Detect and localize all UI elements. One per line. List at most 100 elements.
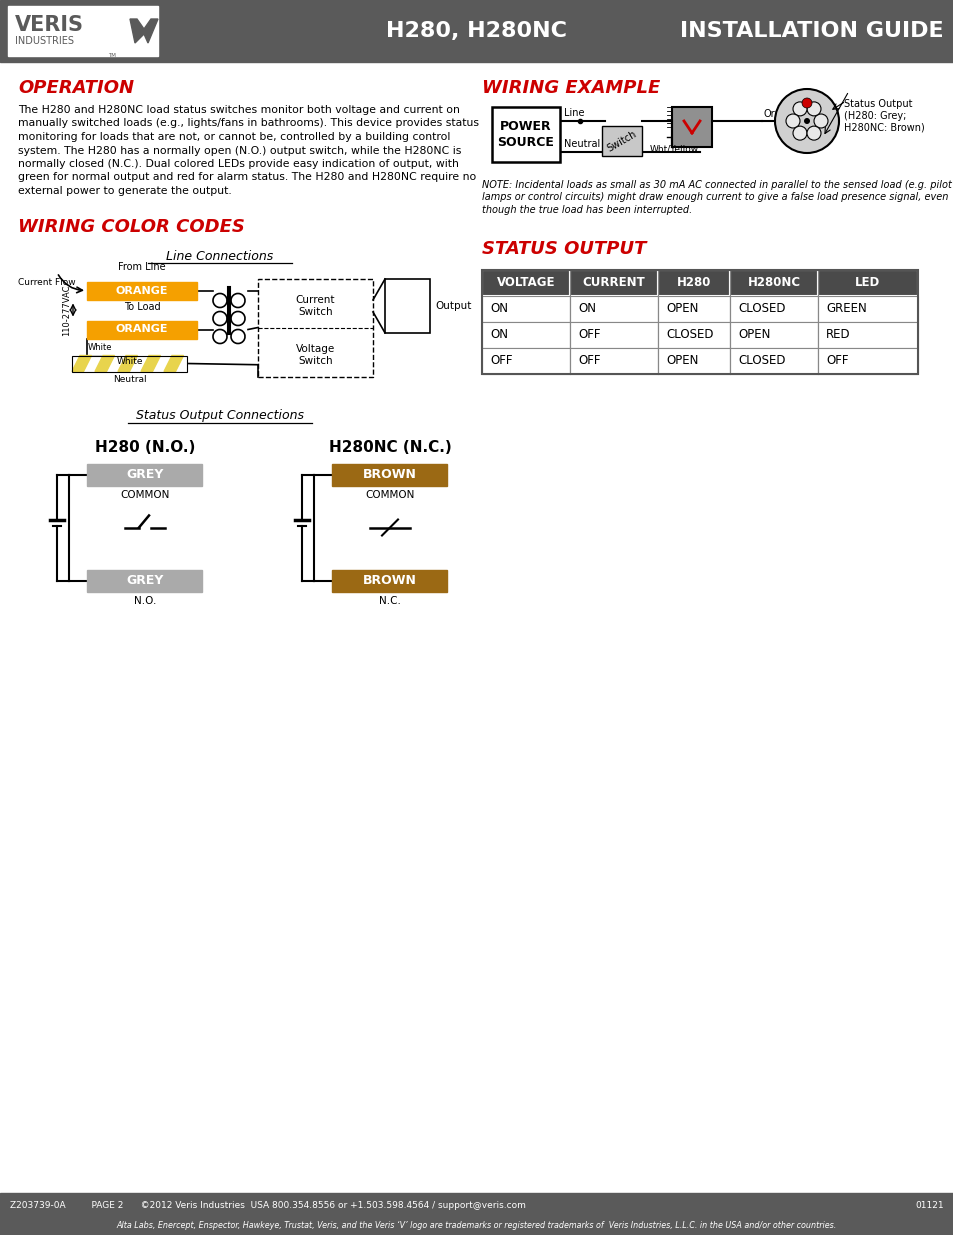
Bar <box>658 269 729 295</box>
Circle shape <box>806 101 821 116</box>
Text: system. The H280 has a normally open (N.O.) output switch, while the H280NC is: system. The H280 has a normally open (N.… <box>18 146 461 156</box>
Text: Alta Labs, Enercept, Enspector, Hawkeye, Trustat, Veris, and the Veris ‘V’ logo : Alta Labs, Enercept, Enspector, Hawkeye,… <box>117 1220 836 1230</box>
Text: ORANGE: ORANGE <box>115 285 168 295</box>
Text: GREY: GREY <box>126 468 164 480</box>
Bar <box>569 269 658 295</box>
Text: normally closed (N.C.). Dual colored LEDs provide easy indication of output, wit: normally closed (N.C.). Dual colored LED… <box>18 159 458 169</box>
Text: monitoring for loads that are not, or cannot be, controlled by a building contro: monitoring for loads that are not, or ca… <box>18 132 450 142</box>
Text: STATUS OUTPUT: STATUS OUTPUT <box>481 240 646 258</box>
Text: From Line: From Line <box>118 262 166 272</box>
Bar <box>333 569 447 592</box>
Bar <box>481 269 917 373</box>
Text: WIRING EXAMPLE: WIRING EXAMPLE <box>481 79 659 98</box>
Text: Current Flow: Current Flow <box>18 278 75 287</box>
Text: CLOSED: CLOSED <box>665 329 713 341</box>
Text: CLOSED: CLOSED <box>738 303 784 315</box>
Text: H280 (N.O.): H280 (N.O.) <box>94 440 195 454</box>
Text: VOLTAGE: VOLTAGE <box>497 275 555 289</box>
Circle shape <box>792 101 806 116</box>
Circle shape <box>801 98 811 107</box>
Text: Orange: Orange <box>763 109 800 119</box>
Text: Status Output Connections: Status Output Connections <box>136 410 304 422</box>
Bar <box>88 569 202 592</box>
Text: H280, H280NC: H280, H280NC <box>386 21 567 41</box>
Text: INDUSTRIES: INDUSTRIES <box>15 36 74 46</box>
Text: VERIS: VERIS <box>15 15 84 35</box>
Text: COMMON: COMMON <box>120 490 170 500</box>
Text: ON: ON <box>490 303 507 315</box>
Bar <box>817 295 917 321</box>
Text: Neutral: Neutral <box>563 140 599 149</box>
Bar <box>88 463 202 485</box>
Text: GREEN: GREEN <box>825 303 866 315</box>
Text: White: White <box>87 343 112 352</box>
Circle shape <box>774 89 838 153</box>
Text: OFF: OFF <box>578 354 599 367</box>
Bar <box>658 321 729 347</box>
Text: Line: Line <box>563 107 584 119</box>
Text: BROWN: BROWN <box>363 468 416 480</box>
Text: ON: ON <box>578 303 596 315</box>
Bar <box>481 269 569 295</box>
Polygon shape <box>164 356 183 372</box>
Bar <box>87 321 196 338</box>
Text: Z203739-0A         PAGE 2      ©2012 Veris Industries  USA 800.354.8556 or +1.50: Z203739-0A PAGE 2 ©2012 Veris Industries… <box>10 1200 525 1209</box>
Circle shape <box>803 119 809 124</box>
Bar <box>817 321 917 347</box>
Text: BROWN: BROWN <box>363 574 416 587</box>
Text: White: White <box>116 357 143 366</box>
Text: COMMON: COMMON <box>365 490 415 500</box>
Text: POWER
SOURCE: POWER SOURCE <box>497 121 554 148</box>
Text: Switch: Switch <box>605 128 638 153</box>
Text: Status Output
(H280: Grey;
H280NC: Brown): Status Output (H280: Grey; H280NC: Brown… <box>843 99 923 132</box>
Bar <box>333 463 447 485</box>
Bar <box>729 295 817 321</box>
Text: CURRENT: CURRENT <box>582 275 644 289</box>
Text: though the true load has been interrupted.: though the true load has been interrupte… <box>481 205 692 215</box>
Bar <box>481 295 569 321</box>
Bar <box>817 347 917 373</box>
Bar <box>569 321 658 347</box>
Text: OPEN: OPEN <box>738 329 770 341</box>
Text: OPEN: OPEN <box>665 303 698 315</box>
Bar <box>569 295 658 321</box>
Bar <box>492 107 559 162</box>
Bar <box>729 269 817 295</box>
Bar <box>658 295 729 321</box>
Text: 01121: 01121 <box>915 1200 943 1209</box>
Text: H280NC (N.C.): H280NC (N.C.) <box>328 440 451 454</box>
Bar <box>569 347 658 373</box>
Text: OPEN: OPEN <box>665 354 698 367</box>
Text: 110-277VAC: 110-277VAC <box>62 284 71 336</box>
Bar <box>0 0 953 62</box>
Polygon shape <box>130 19 158 43</box>
Text: OFF: OFF <box>825 354 847 367</box>
Text: To Load: To Load <box>124 301 160 311</box>
Text: lamps or control circuits) might draw enough current to give a false load presen: lamps or control circuits) might draw en… <box>481 193 947 203</box>
Bar <box>671 107 711 147</box>
Text: NOTE: Incidental loads as small as 30 mA AC connected in parallel to the sensed : NOTE: Incidental loads as small as 30 mA… <box>481 180 951 190</box>
Text: The H280 and H280NC load status switches monitor both voltage and current on: The H280 and H280NC load status switches… <box>18 105 459 115</box>
Bar <box>817 269 917 295</box>
Bar <box>8 6 158 56</box>
Text: OFF: OFF <box>490 354 512 367</box>
Bar <box>658 347 729 373</box>
Circle shape <box>792 126 806 140</box>
Bar <box>481 347 569 373</box>
Bar <box>481 321 569 347</box>
Text: GREY: GREY <box>126 574 164 587</box>
Bar <box>729 347 817 373</box>
Text: CLOSED: CLOSED <box>738 354 784 367</box>
Text: manually switched loads (e.g., lights/fans in bathrooms). This device provides s: manually switched loads (e.g., lights/fa… <box>18 119 478 128</box>
Bar <box>385 279 430 333</box>
Text: H280NC: H280NC <box>746 275 800 289</box>
Text: OFF: OFF <box>578 329 599 341</box>
Text: Neutral: Neutral <box>112 375 146 384</box>
Text: green for normal output and red for alarm status. The H280 and H280NC require no: green for normal output and red for alar… <box>18 173 476 183</box>
Text: H280: H280 <box>676 275 710 289</box>
Text: Wht/Yellow: Wht/Yellow <box>649 144 698 154</box>
Text: INSTALLATION GUIDE: INSTALLATION GUIDE <box>679 21 943 41</box>
Text: LED: LED <box>855 275 880 289</box>
Text: OPERATION: OPERATION <box>18 79 134 98</box>
Bar <box>0 1193 953 1235</box>
